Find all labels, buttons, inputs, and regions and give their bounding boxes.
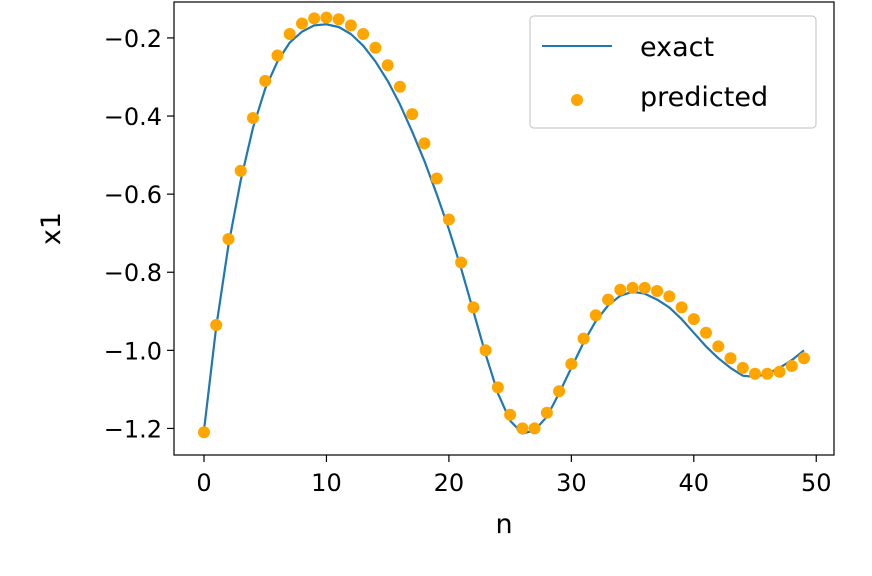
predicted-point [663,290,676,303]
legend-predicted-swatch [571,94,583,106]
ticks-layer: 0 10 20 30 40 50 −1.2 −1.0 −0.8 −0.6 −0.4 −0.2 [104,25,832,497]
predicted-point [381,59,394,72]
predicted-point [785,360,798,372]
predicted-point [724,352,737,365]
predicted-point [504,408,517,421]
predicted-point [234,164,247,177]
predicted-point [565,358,578,370]
legend-box [529,15,817,129]
predicted-point [687,313,700,326]
predicted-point [626,281,639,294]
legend: exact predicted [529,15,817,129]
x-tick-label: 40 [679,469,710,497]
predicted-point [736,361,749,374]
predicted-point [283,28,296,40]
predicted-point [430,172,443,185]
y-tick-label: −0.6 [104,181,162,209]
predicted-point [553,385,566,398]
x-axis-label: n [495,509,512,540]
plot-frame [173,1,835,456]
predicted-point [247,112,259,124]
x-tick-label: 10 [311,469,342,497]
predicted-point [222,233,235,245]
predicted-point [308,12,321,25]
plot-layer [198,11,810,439]
predicted-point [589,309,602,322]
predicted-point [442,213,455,226]
predicted-point [614,283,627,296]
legend-exact-label: exact [640,32,714,63]
x-tick-label: 0 [196,469,211,497]
predicted-point [418,137,431,150]
predicted-point [393,80,406,93]
predicted-point [675,301,688,314]
predicted-point [210,319,223,331]
predicted-point [540,406,553,419]
predicted-point [406,108,419,121]
y-tick-label: −1.2 [104,415,162,443]
predicted-point [712,340,725,353]
predicted-point [320,11,333,24]
predicted-point [638,281,651,294]
predicted-point [479,344,492,357]
y-axis-label: x1 [36,212,67,245]
predicted-point [332,13,345,26]
x-tick-label: 30 [556,469,587,497]
predicted-point [577,332,590,345]
predicted-point [344,19,357,32]
predicted-point [798,352,810,365]
predicted-point [198,426,210,439]
x-tick-label: 50 [801,469,832,497]
series-exact-line [202,23,805,435]
predicted-point [357,28,370,40]
predicted-point [749,367,761,380]
predicted-point [516,422,529,435]
y-tick-label: −0.4 [104,103,162,131]
predicted-point [761,367,774,380]
predicted-point [369,41,382,54]
x-tick-label: 20 [434,469,465,497]
predicted-point [491,381,504,394]
predicted-point [455,256,468,269]
predicted-point [296,17,308,30]
predicted-point [271,49,284,62]
predicted-point [467,301,480,314]
legend-predicted-label: predicted [640,82,768,113]
predicted-point [773,365,786,378]
predicted-point [602,293,615,306]
predicted-point [700,326,712,339]
predicted-point [528,422,541,435]
y-tick-label: −0.8 [104,259,162,287]
predicted-point [651,285,664,297]
y-tick-label: −1.0 [104,337,162,365]
y-tick-label: −0.2 [104,25,162,53]
predicted-point [259,74,272,87]
